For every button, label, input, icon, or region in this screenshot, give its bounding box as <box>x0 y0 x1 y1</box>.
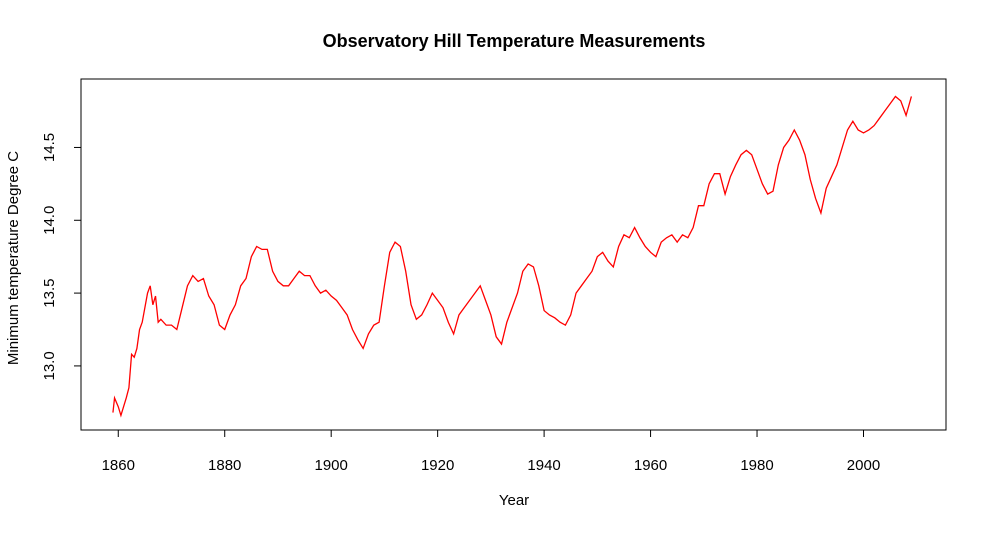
plot-box <box>80 78 947 431</box>
y-tick-label: 14.5 <box>41 133 58 162</box>
x-tick-label: 1960 <box>634 457 667 474</box>
x-tick-label: 1980 <box>740 457 773 474</box>
x-tick-label: 1860 <box>102 457 135 474</box>
y-tick-label: 14.0 <box>41 206 58 235</box>
x-tick-label: 1880 <box>208 457 241 474</box>
x-tick-label: 1920 <box>421 457 454 474</box>
y-tick-label: 13.5 <box>41 278 58 307</box>
y-axis-label: Minimum temperature Degree C <box>5 151 22 365</box>
y-tick-label: 13.0 <box>41 351 58 380</box>
chart-title: Observatory Hill Temperature Measurement… <box>323 31 706 51</box>
x-axis-label: Year <box>499 492 529 509</box>
x-tick-label: 2000 <box>847 457 880 474</box>
data-line <box>112 95 913 418</box>
x-tick-label: 1940 <box>527 457 560 474</box>
x-tick-label: 1900 <box>314 457 347 474</box>
